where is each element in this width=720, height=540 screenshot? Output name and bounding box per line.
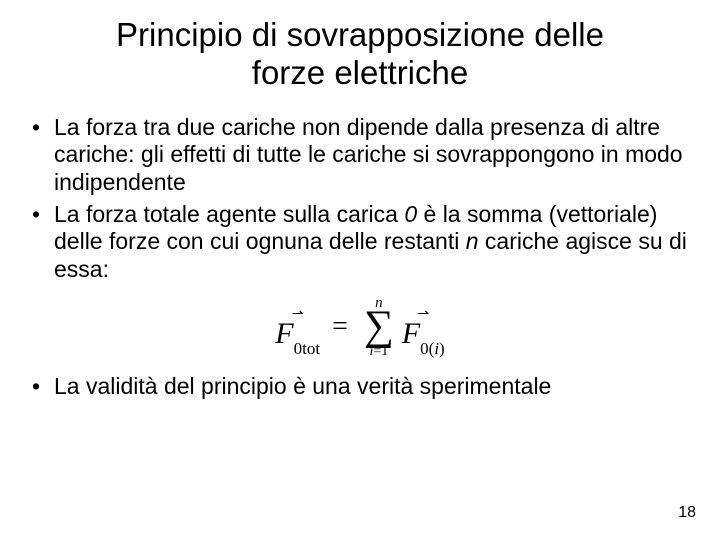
equals-sign: = bbox=[332, 311, 348, 343]
sum-lower-eq: =1 bbox=[373, 344, 388, 359]
slide-title: Principio di sovrapposizione delle forze… bbox=[28, 16, 692, 92]
bullet-list: La forza tra due cariche non dipende dal… bbox=[28, 114, 692, 284]
rhs-subscript: 0(i) bbox=[420, 339, 445, 358]
slide: Principio di sovrapposizione delle forze… bbox=[0, 0, 720, 540]
bullet-1-text: La forza tra due cariche non dipende dal… bbox=[54, 114, 683, 195]
bullet-3: La validità del principio è una verità s… bbox=[28, 373, 692, 401]
bullet-2: La forza totale agente sulla carica 0 è … bbox=[28, 201, 692, 284]
bullet-list-2: La validità del principio è una verità s… bbox=[28, 373, 692, 401]
rhs-sub-pre: 0( bbox=[420, 339, 434, 358]
rhs-vector: ⇀ F0(i) bbox=[402, 305, 445, 349]
bullet-2-zero: 0 bbox=[404, 201, 417, 227]
formula-block: ⇀ F0tot = n ∑ i=1 ⇀ F0(i) bbox=[28, 291, 692, 358]
vector-arrow-icon: ⇀ bbox=[292, 308, 304, 322]
bullet-3-text: La validità del principio è una verità s… bbox=[54, 373, 551, 399]
lhs-subscript: 0tot bbox=[294, 339, 320, 358]
title-line-2: forze elettriche bbox=[252, 54, 468, 91]
lhs-vector: ⇀ F0tot bbox=[275, 305, 320, 349]
bullet-1: La forza tra due cariche non dipende dal… bbox=[28, 114, 692, 197]
page-number: 18 bbox=[678, 504, 696, 522]
sigma-icon: ∑ bbox=[364, 308, 394, 346]
vector-arrow-icon: ⇀ bbox=[417, 308, 429, 322]
formula: ⇀ F0tot = n ∑ i=1 ⇀ F0(i) bbox=[273, 291, 446, 358]
summation: n ∑ i=1 bbox=[364, 296, 394, 359]
sum-lower: i=1 bbox=[369, 345, 388, 359]
title-line-1: Principio di sovrapposizione delle bbox=[116, 16, 604, 53]
rhs-sub-post: ) bbox=[439, 339, 445, 358]
bullet-2-n: n bbox=[466, 228, 479, 254]
bullet-2-pre: La forza totale agente sulla carica bbox=[54, 201, 404, 227]
